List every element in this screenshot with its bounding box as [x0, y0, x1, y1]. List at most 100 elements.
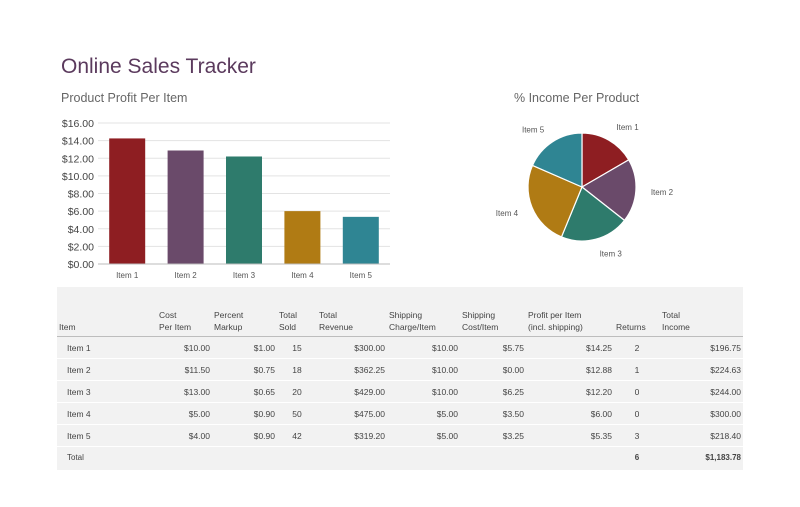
table-cell: $300.00 [317, 336, 387, 359]
table-cell [387, 446, 460, 468]
x-tick-label: Item 2 [174, 271, 197, 280]
table-cell: $0.00 [460, 358, 526, 381]
table-cell: 50 [277, 402, 317, 425]
table-cell: $10.00 [387, 336, 460, 359]
bar-5 [342, 216, 379, 264]
table-cell: Item 2 [57, 358, 157, 381]
table-cell: 0 [614, 402, 660, 425]
column-header-text: Item [59, 322, 76, 332]
column-header: Shipping Charge/Item [387, 287, 460, 337]
bar-1 [109, 138, 146, 264]
table-cell: $5.00 [157, 402, 212, 425]
x-tick-label: Item 5 [350, 271, 373, 280]
column-header-text: Total [319, 310, 337, 320]
table-cell: $10.00 [157, 336, 212, 359]
bar-2 [167, 150, 204, 264]
table-cell: $3.25 [460, 424, 526, 447]
table-cell: $11.50 [157, 358, 212, 381]
pie-slice-2 [580, 159, 637, 222]
column-header: Shipping Cost/Item [460, 287, 526, 337]
table-cell: 18 [277, 358, 317, 381]
table-cell: $429.00 [317, 380, 387, 403]
table-cell: $12.88 [526, 358, 614, 381]
column-header: Total Income [660, 287, 743, 337]
table-cell: $5.75 [460, 336, 526, 359]
column-header-text: Revenue [319, 322, 354, 332]
sales-table: Item Cost Per Item Percent Markup Total Sold To… [57, 287, 743, 468]
page-title: Online Sales Tracker [61, 55, 256, 78]
column-header-text: Income [662, 322, 690, 332]
bar-chart-title: Product Profit Per Item [61, 91, 188, 105]
table-cell: $10.00 [387, 358, 460, 381]
table-cell: $5.35 [526, 424, 614, 447]
table-cell [212, 446, 277, 468]
table-cell: $12.20 [526, 380, 614, 403]
total-row: Total 6 $1,183.78 [57, 446, 743, 468]
table-cell: $224.63 [660, 358, 743, 381]
column-header-text: Markup [214, 322, 243, 332]
table-row: Item 2 $11.50 $0.75 18 $362.25 $10.00 $0.00 $12… [57, 358, 743, 381]
pie-label: Item 5 [522, 125, 545, 134]
column-header: Returns [614, 287, 660, 337]
pie-chart: Item 1 Item 2 Item 3 Item 4 Item 5 [496, 123, 674, 259]
bar-4 [284, 211, 321, 264]
table-cell: $244.00 [660, 380, 743, 403]
pie-chart-title: % Income Per Product [514, 91, 640, 105]
column-header: Percent Markup [212, 287, 277, 337]
table-cell: Item 3 [57, 380, 157, 403]
pie-slice-4 [527, 164, 583, 238]
table-cell: Item 4 [57, 402, 157, 425]
table-cell [157, 446, 212, 468]
column-header: Total Revenue [317, 287, 387, 337]
pie-slice-3 [560, 186, 626, 242]
table-cell: $475.00 [317, 402, 387, 425]
table-cell: $3.50 [460, 402, 526, 425]
table-cell [460, 446, 526, 468]
column-header-text: Profit per Item [528, 310, 582, 320]
y-tick-label: $10.00 [62, 171, 94, 183]
table-cell: $196.75 [660, 336, 743, 359]
table-cell: $10.00 [387, 380, 460, 403]
table-cell [277, 446, 317, 468]
column-header-text: (incl. shipping) [528, 322, 583, 332]
table-cell: $14.25 [526, 336, 614, 359]
pie-label: Item 2 [651, 188, 674, 197]
table-header-row: Item Cost Per Item Percent Markup Total Sold To… [57, 287, 743, 337]
column-header-text: Shipping [462, 310, 496, 320]
x-tick-label: Item 4 [291, 271, 314, 280]
table-cell: 2 [614, 336, 660, 359]
table-cell: $300.00 [660, 402, 743, 425]
table-cell [317, 446, 387, 468]
column-header-text: Percent [214, 310, 244, 320]
table-cell: 3 [614, 424, 660, 447]
column-header-text: Sold [279, 322, 297, 332]
y-tick-label: $16.00 [62, 118, 94, 130]
column-header-text: Cost [159, 310, 177, 320]
table-cell: Item 5 [57, 424, 157, 447]
table-cell: $1.00 [212, 336, 277, 359]
column-header: Profit per Item (incl. shipping) [526, 287, 614, 337]
column-header-text: Shipping [389, 310, 423, 320]
y-tick-label: $14.00 [62, 136, 94, 148]
sales-table-container: Item Cost Per Item Percent Markup Total Sold To… [57, 287, 743, 470]
y-tick-label: $2.00 [68, 241, 94, 253]
table-cell: $4.00 [157, 424, 212, 447]
pie-label: Item 3 [600, 250, 623, 259]
pie-slice-1 [581, 132, 630, 189]
column-header-text: Per Item [159, 322, 192, 332]
table-cell: $0.90 [212, 402, 277, 425]
y-tick-label: $8.00 [68, 189, 94, 201]
column-header: Cost Per Item [157, 287, 212, 337]
table-row: Item 5 $4.00 $0.90 42 $319.20 $5.00 $3.25 $5.35… [57, 424, 743, 447]
column-header-text: Returns [616, 322, 646, 332]
table-cell: 42 [277, 424, 317, 447]
table-cell: $13.00 [157, 380, 212, 403]
table-cell: $0.90 [212, 424, 277, 447]
table-row: Item 1 $10.00 $1.00 15 $300.00 $10.00 $5.75 $14… [57, 336, 743, 359]
table-cell: $6.00 [526, 402, 614, 425]
bar-chart: $0.00 $2.00 $4.00 $6.00 $8.00 $10.00 $12.00 $14… [62, 118, 390, 280]
total-returns: 6 [614, 446, 660, 468]
table-cell: Item 1 [57, 336, 157, 359]
table-cell [526, 446, 614, 468]
total-label: Total [57, 446, 157, 468]
